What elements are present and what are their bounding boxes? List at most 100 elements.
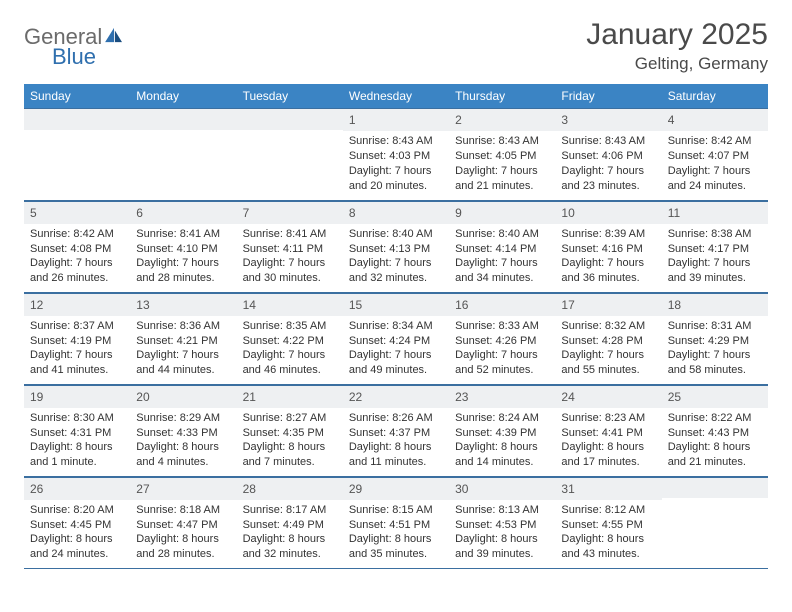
day-details: Sunrise: 8:37 AMSunset: 4:19 PMDaylight:… bbox=[24, 316, 130, 382]
day-details: Sunrise: 8:13 AMSunset: 4:53 PMDaylight:… bbox=[449, 500, 555, 566]
daylight-text-1: Daylight: 7 hours bbox=[561, 164, 655, 179]
day-details: Sunrise: 8:17 AMSunset: 4:49 PMDaylight:… bbox=[237, 500, 343, 566]
sunrise-text: Sunrise: 8:34 AM bbox=[349, 319, 443, 334]
calendar-day-cell: 3Sunrise: 8:43 AMSunset: 4:06 PMDaylight… bbox=[555, 108, 661, 200]
sunrise-text: Sunrise: 8:35 AM bbox=[243, 319, 337, 334]
sunrise-text: Sunrise: 8:41 AM bbox=[243, 227, 337, 242]
day-details: Sunrise: 8:41 AMSunset: 4:10 PMDaylight:… bbox=[130, 224, 236, 290]
empty-day bbox=[662, 477, 768, 499]
calendar-week-row: 26Sunrise: 8:20 AMSunset: 4:45 PMDayligh… bbox=[24, 476, 768, 568]
daylight-text-1: Daylight: 7 hours bbox=[668, 164, 762, 179]
day-details: Sunrise: 8:33 AMSunset: 4:26 PMDaylight:… bbox=[449, 316, 555, 382]
daylight-text-1: Daylight: 7 hours bbox=[243, 256, 337, 271]
calendar-day-cell: 29Sunrise: 8:15 AMSunset: 4:51 PMDayligh… bbox=[343, 476, 449, 568]
sunset-text: Sunset: 4:37 PM bbox=[349, 426, 443, 441]
empty-day bbox=[130, 108, 236, 130]
daylight-text-2: and 30 minutes. bbox=[243, 271, 337, 286]
day-number: 9 bbox=[449, 201, 555, 224]
sunset-text: Sunset: 4:49 PM bbox=[243, 518, 337, 533]
calendar-day-cell: 14Sunrise: 8:35 AMSunset: 4:22 PMDayligh… bbox=[237, 292, 343, 384]
daylight-text-2: and 24 minutes. bbox=[668, 179, 762, 194]
weekday-header: Friday bbox=[555, 84, 661, 108]
day-details: Sunrise: 8:35 AMSunset: 4:22 PMDaylight:… bbox=[237, 316, 343, 382]
day-details: Sunrise: 8:43 AMSunset: 4:06 PMDaylight:… bbox=[555, 131, 661, 197]
daylight-text-2: and 4 minutes. bbox=[136, 455, 230, 470]
calendar-day-cell: 22Sunrise: 8:26 AMSunset: 4:37 PMDayligh… bbox=[343, 384, 449, 476]
sunrise-text: Sunrise: 8:43 AM bbox=[561, 134, 655, 149]
sunrise-text: Sunrise: 8:15 AM bbox=[349, 503, 443, 518]
daylight-text-1: Daylight: 7 hours bbox=[136, 256, 230, 271]
day-number: 23 bbox=[449, 385, 555, 408]
logo: GeneralBlue bbox=[24, 18, 124, 70]
day-number: 25 bbox=[662, 385, 768, 408]
day-details: Sunrise: 8:43 AMSunset: 4:05 PMDaylight:… bbox=[449, 131, 555, 197]
calendar-day-cell: 20Sunrise: 8:29 AMSunset: 4:33 PMDayligh… bbox=[130, 384, 236, 476]
location-label: Gelting, Germany bbox=[586, 54, 768, 74]
sunset-text: Sunset: 4:14 PM bbox=[455, 242, 549, 257]
sunset-text: Sunset: 4:05 PM bbox=[455, 149, 549, 164]
daylight-text-2: and 21 minutes. bbox=[668, 455, 762, 470]
day-number: 21 bbox=[237, 385, 343, 408]
daylight-text-2: and 28 minutes. bbox=[136, 271, 230, 286]
calendar-week-row: 12Sunrise: 8:37 AMSunset: 4:19 PMDayligh… bbox=[24, 292, 768, 384]
sunset-text: Sunset: 4:55 PM bbox=[561, 518, 655, 533]
day-details: Sunrise: 8:26 AMSunset: 4:37 PMDaylight:… bbox=[343, 408, 449, 474]
day-number: 24 bbox=[555, 385, 661, 408]
day-number: 2 bbox=[449, 108, 555, 131]
day-details: Sunrise: 8:36 AMSunset: 4:21 PMDaylight:… bbox=[130, 316, 236, 382]
title-block: January 2025 Gelting, Germany bbox=[586, 18, 768, 74]
daylight-text-2: and 44 minutes. bbox=[136, 363, 230, 378]
sunset-text: Sunset: 4:47 PM bbox=[136, 518, 230, 533]
daylight-text-1: Daylight: 8 hours bbox=[30, 440, 124, 455]
weekday-header: Thursday bbox=[449, 84, 555, 108]
daylight-text-1: Daylight: 8 hours bbox=[136, 440, 230, 455]
sunrise-text: Sunrise: 8:13 AM bbox=[455, 503, 549, 518]
sunrise-text: Sunrise: 8:17 AM bbox=[243, 503, 337, 518]
day-number: 1 bbox=[343, 108, 449, 131]
daylight-text-1: Daylight: 7 hours bbox=[30, 348, 124, 363]
weekday-header: Monday bbox=[130, 84, 236, 108]
calendar-day-cell bbox=[237, 108, 343, 200]
weekday-header: Tuesday bbox=[237, 84, 343, 108]
calendar-week-row: 1Sunrise: 8:43 AMSunset: 4:03 PMDaylight… bbox=[24, 108, 768, 200]
sunset-text: Sunset: 4:29 PM bbox=[668, 334, 762, 349]
daylight-text-2: and 11 minutes. bbox=[349, 455, 443, 470]
sunset-text: Sunset: 4:31 PM bbox=[30, 426, 124, 441]
sail-icon bbox=[104, 27, 124, 48]
daylight-text-2: and 55 minutes. bbox=[561, 363, 655, 378]
daylight-text-1: Daylight: 7 hours bbox=[668, 256, 762, 271]
daylight-text-1: Daylight: 7 hours bbox=[136, 348, 230, 363]
weekday-header: Sunday bbox=[24, 84, 130, 108]
calendar-day-cell: 11Sunrise: 8:38 AMSunset: 4:17 PMDayligh… bbox=[662, 200, 768, 292]
daylight-text-1: Daylight: 7 hours bbox=[30, 256, 124, 271]
day-details: Sunrise: 8:20 AMSunset: 4:45 PMDaylight:… bbox=[24, 500, 130, 566]
daylight-text-1: Daylight: 7 hours bbox=[243, 348, 337, 363]
calendar-day-cell: 17Sunrise: 8:32 AMSunset: 4:28 PMDayligh… bbox=[555, 292, 661, 384]
calendar-day-cell: 28Sunrise: 8:17 AMSunset: 4:49 PMDayligh… bbox=[237, 476, 343, 568]
sunset-text: Sunset: 4:28 PM bbox=[561, 334, 655, 349]
sunrise-text: Sunrise: 8:38 AM bbox=[668, 227, 762, 242]
day-number: 28 bbox=[237, 477, 343, 500]
daylight-text-1: Daylight: 8 hours bbox=[30, 532, 124, 547]
day-number: 26 bbox=[24, 477, 130, 500]
day-number: 11 bbox=[662, 201, 768, 224]
daylight-text-1: Daylight: 7 hours bbox=[668, 348, 762, 363]
daylight-text-2: and 43 minutes. bbox=[561, 547, 655, 562]
day-number: 15 bbox=[343, 293, 449, 316]
calendar-day-cell: 5Sunrise: 8:42 AMSunset: 4:08 PMDaylight… bbox=[24, 200, 130, 292]
calendar-day-cell: 4Sunrise: 8:42 AMSunset: 4:07 PMDaylight… bbox=[662, 108, 768, 200]
sunset-text: Sunset: 4:10 PM bbox=[136, 242, 230, 257]
day-number: 5 bbox=[24, 201, 130, 224]
day-number: 17 bbox=[555, 293, 661, 316]
sunset-text: Sunset: 4:16 PM bbox=[561, 242, 655, 257]
day-details: Sunrise: 8:31 AMSunset: 4:29 PMDaylight:… bbox=[662, 316, 768, 382]
calendar-day-cell: 15Sunrise: 8:34 AMSunset: 4:24 PMDayligh… bbox=[343, 292, 449, 384]
sunrise-text: Sunrise: 8:37 AM bbox=[30, 319, 124, 334]
day-details: Sunrise: 8:22 AMSunset: 4:43 PMDaylight:… bbox=[662, 408, 768, 474]
day-details: Sunrise: 8:40 AMSunset: 4:14 PMDaylight:… bbox=[449, 224, 555, 290]
daylight-text-1: Daylight: 8 hours bbox=[668, 440, 762, 455]
sunrise-text: Sunrise: 8:22 AM bbox=[668, 411, 762, 426]
calendar-day-cell: 31Sunrise: 8:12 AMSunset: 4:55 PMDayligh… bbox=[555, 476, 661, 568]
sunset-text: Sunset: 4:22 PM bbox=[243, 334, 337, 349]
sunrise-text: Sunrise: 8:20 AM bbox=[30, 503, 124, 518]
